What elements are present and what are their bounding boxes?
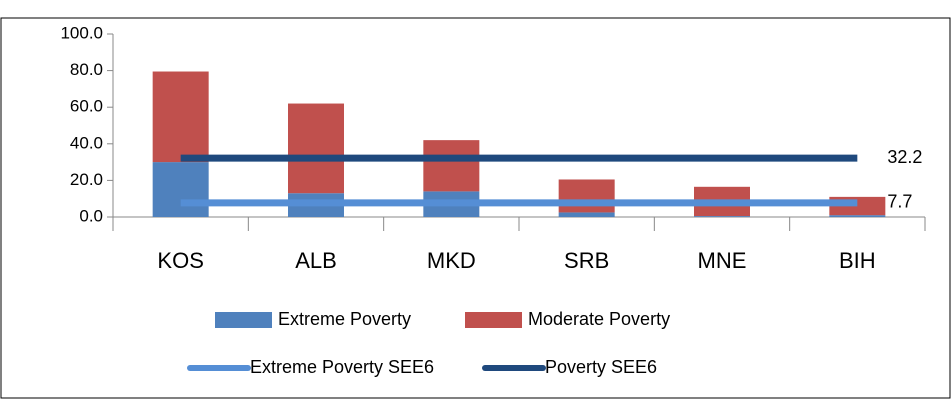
legend-label: Poverty SEE6 <box>545 357 657 377</box>
value-label: 32.2 <box>887 147 922 167</box>
bar <box>829 215 886 217</box>
bar <box>152 162 209 217</box>
x-tick-label: SRB <box>564 248 609 273</box>
chart-border <box>0 17 951 399</box>
bar <box>423 140 480 192</box>
bar <box>694 216 750 217</box>
x-tick-label: BIH <box>839 248 876 273</box>
y-tick-label: 40.0 <box>70 133 103 152</box>
bar <box>288 103 344 194</box>
y-tick-label: 80.0 <box>70 60 103 79</box>
bar <box>558 179 615 213</box>
legend-label: Extreme Poverty SEE6 <box>250 357 434 377</box>
legend-label: Moderate Poverty <box>528 309 670 329</box>
x-tick-label: MNE <box>698 248 747 273</box>
y-tick-label: 0.0 <box>79 206 103 225</box>
legend-swatch <box>215 312 272 328</box>
bar <box>152 71 209 163</box>
y-tick-label: 20.0 <box>70 170 103 189</box>
value-label: 7.7 <box>887 192 912 212</box>
legend-swatch <box>465 312 522 328</box>
y-tick-label: 100.0 <box>60 23 103 42</box>
x-tick-label: KOS <box>157 248 203 273</box>
x-tick-label: ALB <box>295 248 337 273</box>
bar <box>558 212 615 217</box>
x-tick-label: MKD <box>427 248 476 273</box>
y-tick-label: 60.0 <box>70 97 103 116</box>
legend-label: Extreme Poverty <box>278 309 411 329</box>
